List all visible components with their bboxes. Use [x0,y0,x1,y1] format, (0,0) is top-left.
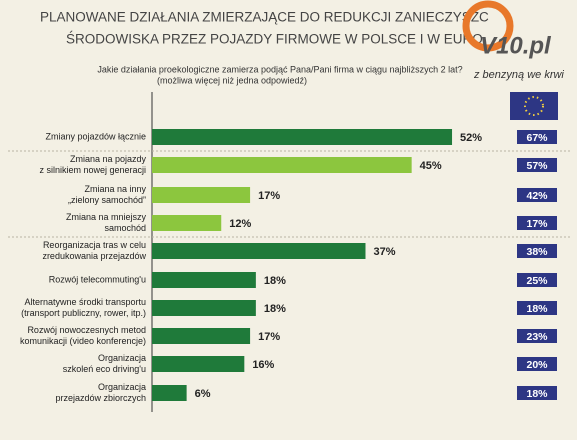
value-label: 18% [264,303,286,315]
subtitle: (możliwa więcej niż jedna odpowiedź) [157,75,307,85]
category-label: komunikacji (video konferencje) [20,336,146,346]
category-label: przejazdów zbiorczych [55,393,146,403]
europe-box [517,216,557,230]
value-label: 17% [258,331,280,343]
chart-title: PLANOWANE DZIAŁANIA ZMIERZAJĄCE DO REDUK… [40,10,489,25]
value-label: 6% [195,388,211,400]
europe-value-label: 17% [526,218,548,230]
value-label: 12% [229,218,251,230]
europe-value-label: 18% [526,303,548,315]
category-label: Alternatywne środki transportu [24,297,146,307]
category-label: samochód [104,223,146,233]
logo-tire [462,0,514,52]
europe-box [517,158,557,172]
bar [152,215,222,231]
bar [152,300,256,316]
category-label: „zielony samochód” [68,195,146,205]
europe-box [517,357,557,371]
europe-value-label: 23% [526,331,548,343]
bar [152,272,256,288]
bar [152,129,453,145]
category-label: Reorganizacja tras w celu [43,240,146,250]
europe-box [517,386,557,400]
category-label: szkoleń eco driving'u [63,364,146,374]
europe-box [517,301,557,315]
logo: V10.pl z benzyną we krwi [462,0,564,81]
category-label: Organizacja [98,353,146,363]
category-label: Zmiana na inny [84,184,146,194]
europe-value-label: 18% [526,388,548,400]
europe-box [517,130,557,144]
value-label: 18% [264,275,286,287]
chart-title: ŚRODOWISKA PRZEZ POJAZDY FIRMOWE W POLSC… [66,32,483,47]
value-label: 37% [373,246,395,258]
category-label: z silnikiem nowej generacji [39,165,146,175]
value-label: 17% [258,190,280,202]
europe-value-label: 67% [526,132,548,144]
europe-box [517,273,557,287]
subtitle: Jakie działania proekologiczne zamierza … [97,64,462,74]
logo-tagline: z benzyną we krwi [473,69,564,81]
europe-box [517,188,557,202]
bar [152,328,251,344]
category-label: Rozwój nowoczesnych metod [27,325,146,335]
flag-stars [524,96,544,116]
europe-value-label: 20% [526,359,548,371]
category-label: Zmiana na mniejszy [66,212,147,222]
bar [152,243,366,259]
category-label: (transport publiczny, rower, itp.) [21,308,146,318]
value-label: 45% [420,160,442,172]
category-label: Zmiana na pojazdy [70,154,147,164]
bar [152,356,245,372]
logo-text: V10.pl [480,32,552,59]
value-label: 16% [252,359,274,371]
europe-value-label: 25% [526,275,548,287]
category-label: Organizacja [98,382,146,392]
value-label: 52% [460,132,482,144]
europe-value-label: 42% [526,190,548,202]
europe-value-label: 38% [526,246,548,258]
bar [152,157,412,173]
bar [152,187,251,203]
europe-value-label: 57% [526,160,548,172]
category-label: Rozwój telecommuting'u [49,274,146,284]
europe-box [517,244,557,258]
category-label: Zmiany pojazdów łącznie [45,131,146,141]
category-label: zredukowania przejazdów [42,251,146,261]
eu-flag [510,92,558,120]
bar [152,385,187,401]
europe-box [517,329,557,343]
